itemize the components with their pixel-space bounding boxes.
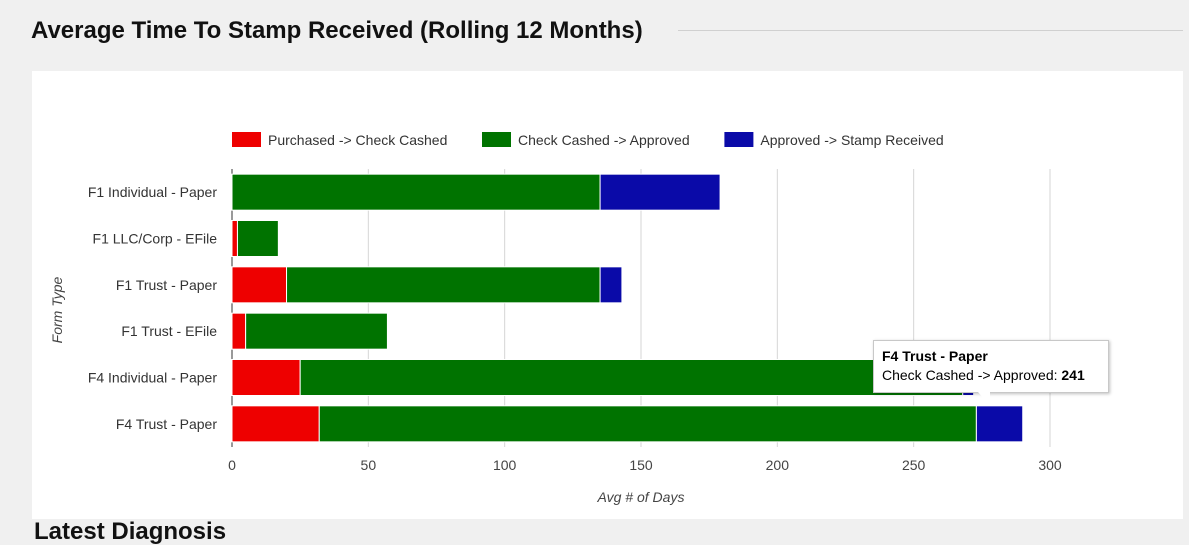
bar-segment[interactable] xyxy=(599,266,623,304)
bar-segment[interactable] xyxy=(599,173,721,211)
next-section-title: Latest Diagnosis xyxy=(34,518,227,545)
section-title: Average Time To Stamp Received (Rolling … xyxy=(31,17,643,44)
category-label: F1 Trust - Paper xyxy=(116,277,217,293)
x-tick-label: 50 xyxy=(361,457,377,473)
grid-lines xyxy=(231,169,1051,447)
bars xyxy=(231,173,1024,443)
bar-segment[interactable] xyxy=(231,173,601,211)
tooltip-pointer xyxy=(978,392,990,406)
chart-legend: Purchased -> Check Cashed Check Cashed ->… xyxy=(232,132,944,148)
bar-segment[interactable] xyxy=(231,220,238,257)
x-tick-label: 250 xyxy=(902,457,926,473)
legend-label: Purchased -> Check Cashed xyxy=(268,132,447,148)
title-divider xyxy=(678,30,1183,31)
bar-segment[interactable] xyxy=(286,266,601,304)
bar-segment[interactable] xyxy=(231,312,247,350)
bar-segment[interactable] xyxy=(299,359,964,396)
bar-segment[interactable] xyxy=(231,266,288,304)
x-tick-label: 0 xyxy=(228,457,236,473)
legend-label: Check Cashed -> Approved xyxy=(518,132,690,148)
bar-segment[interactable] xyxy=(231,405,320,443)
category-label: F4 Individual - Paper xyxy=(88,370,218,386)
bar-segment[interactable] xyxy=(231,359,301,396)
legend-swatch xyxy=(482,132,511,147)
category-label: F1 Trust - EFile xyxy=(121,323,217,339)
legend-label: Approved -> Stamp Received xyxy=(760,132,943,148)
y-axis-title: Form Type xyxy=(49,276,65,343)
x-tick-label: 100 xyxy=(493,457,517,473)
chart-card: Purchased -> Check Cashed Check Cashed ->… xyxy=(32,71,1183,519)
x-tick-labels: 0 50 100 150 200 250 300 xyxy=(228,457,1062,473)
category-label: F4 Trust - Paper xyxy=(116,416,217,432)
x-tick-label: 150 xyxy=(629,457,653,473)
legend-swatch xyxy=(724,132,754,147)
section-header: Average Time To Stamp Received (Rolling … xyxy=(0,0,1189,64)
category-label: F1 LLC/Corp - EFile xyxy=(93,231,218,247)
tooltip-label: Check Cashed -> Approved: xyxy=(882,367,1058,383)
x-tick-label: 200 xyxy=(766,457,790,473)
category-labels: F1 Individual - Paper F1 LLC/Corp - EFile… xyxy=(88,184,218,432)
legend-swatch xyxy=(232,132,261,147)
bar-segment[interactable] xyxy=(245,312,388,350)
bar-segment[interactable] xyxy=(975,405,1024,443)
stacked-bar-chart: Purchased -> Check Cashed Check Cashed ->… xyxy=(49,132,1062,505)
x-tick-label: 300 xyxy=(1038,457,1062,473)
bar-segment[interactable] xyxy=(236,220,279,257)
x-axis-title: Avg # of Days xyxy=(597,489,685,505)
tooltip-value: 241 xyxy=(1061,367,1085,383)
category-label: F1 Individual - Paper xyxy=(88,184,218,200)
tooltip-title: F4 Trust - Paper xyxy=(882,348,988,364)
chart-tooltip: F4 Trust - Paper Check Cashed -> Approve… xyxy=(873,340,1109,393)
bar-segment[interactable] xyxy=(318,405,977,443)
